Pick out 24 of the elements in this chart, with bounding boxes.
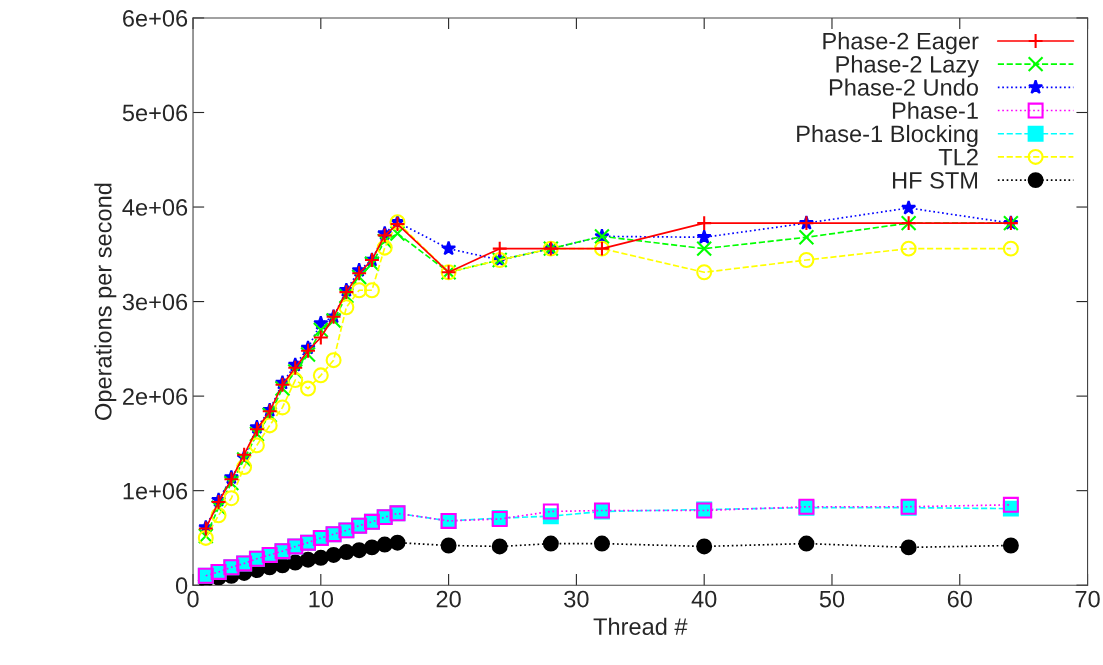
x-tick-label: 10	[309, 590, 334, 608]
legend-label: Phase-1 Blocking	[797, 124, 978, 147]
x-axis-title: Thread #	[593, 617, 688, 635]
legend-label: Phase-2 Undo	[829, 78, 978, 96]
x-tick-label: 70	[1075, 590, 1100, 608]
x-tick-label: 60	[947, 590, 972, 608]
legend-label: TL2	[938, 148, 978, 166]
legend-label: HF STM	[893, 171, 978, 189]
legend-label: Phase-2 Lazy	[836, 55, 979, 78]
legend-label: Phase-1	[892, 101, 978, 120]
y-tick-label: 0	[175, 577, 188, 594]
legend-label: Phase-2 Eager	[823, 32, 979, 55]
x-tick-label: 40	[691, 590, 717, 608]
x-tick-label: 50	[819, 590, 845, 608]
y-tick-label: 4e+06	[122, 199, 188, 216]
y-tick-label: 3e+06	[122, 293, 188, 311]
y-tick-label: 6e+06	[123, 10, 188, 27]
x-tick-label: 20	[436, 590, 461, 608]
y-tick-label: 5e+06	[122, 104, 188, 122]
y-tick-label: 2e+06	[123, 388, 188, 405]
y-tick-label: 1e+06	[123, 482, 188, 500]
x-tick-label: 0	[187, 590, 199, 608]
x-tick-label: 30	[564, 590, 589, 608]
y-axis-title: Operations per second	[94, 183, 117, 420]
